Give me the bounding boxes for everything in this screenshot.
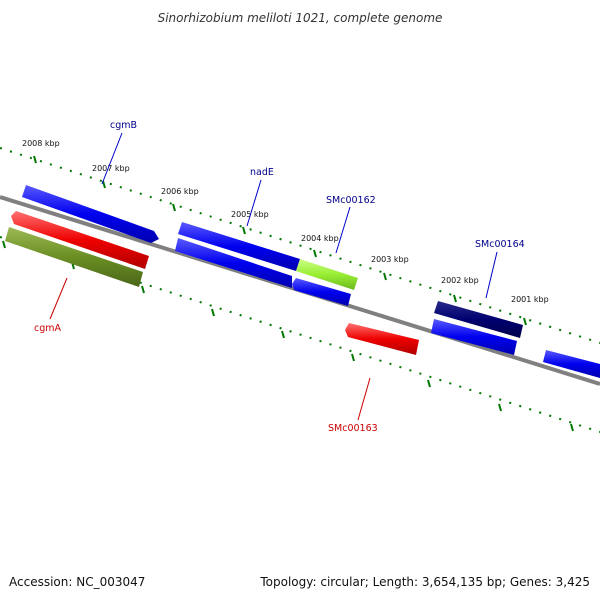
gene-SMc00162-arrow[interactable] [296, 259, 358, 290]
kbp-label: 2006 kbp [161, 187, 199, 196]
kbp-label: 2004 kbp [301, 234, 339, 243]
gene-label-SMc00164[interactable]: SMc00164 [475, 239, 525, 250]
gene-label-nadE[interactable]: nadE [250, 167, 274, 178]
leader-lines-red [49, 277, 371, 421]
kbp-label: 2008 kbp [22, 139, 60, 148]
kbp-label: 2005 kbp [231, 210, 269, 219]
gene-blue-reverse-arrow[interactable] [292, 278, 351, 306]
gene-SMc00164-arrow[interactable] [434, 301, 523, 338]
lower-major-ticks [2, 240, 574, 432]
gene-blue-reverse-arrow[interactable] [175, 238, 292, 288]
gene-blue-reverse-arrow[interactable] [431, 319, 517, 355]
leader-lines [101, 132, 498, 299]
kbp-label: 2003 kbp [371, 255, 409, 264]
accession-text: Accession: NC_003047 [9, 575, 145, 589]
gene-cgmA-arrow[interactable] [11, 211, 149, 269]
upper-major-ticks [33, 155, 527, 326]
gene-label-SMc00163[interactable]: SMc00163 [328, 423, 378, 434]
upper-tick-track [0, 147, 600, 344]
kbp-label: 2007 kbp [92, 164, 130, 173]
gene-label-cgmB[interactable]: cgmB [110, 120, 137, 131]
gene-label-SMc00162[interactable]: SMc00162 [326, 195, 376, 206]
gene-SMc00163-arrow[interactable] [345, 323, 419, 355]
gene-blue-reverse-arrow[interactable] [543, 350, 600, 378]
kbp-label: 2002 kbp [441, 276, 479, 285]
map-title: Sinorhizobium meliloti 1021, complete ge… [158, 11, 443, 25]
kbp-label: 2001 kbp [511, 295, 549, 304]
gene-label-cgmA[interactable]: cgmA [34, 323, 62, 334]
gene-olive-arrow[interactable] [5, 227, 143, 287]
topology-text: Topology: circular; Length: 3,654,135 bp… [259, 575, 590, 589]
gene-cgmB-arrow[interactable] [22, 185, 159, 243]
gene-nadE-arrow[interactable] [178, 222, 300, 271]
